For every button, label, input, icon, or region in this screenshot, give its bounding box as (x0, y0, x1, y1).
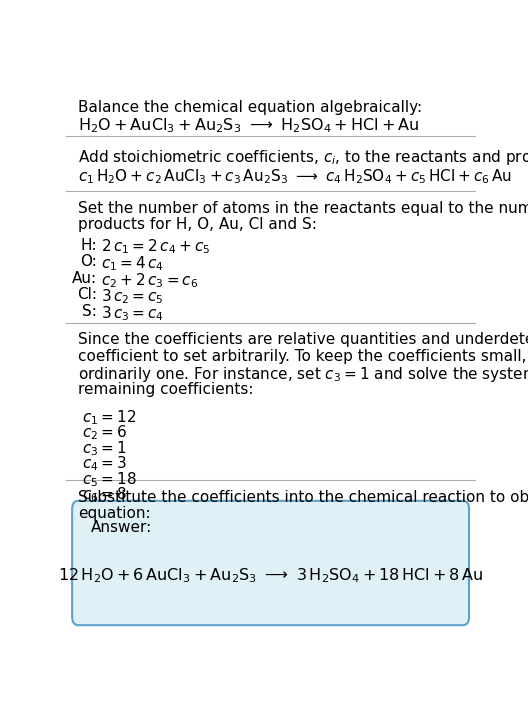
Text: $c_6 = 8$: $c_6 = 8$ (82, 485, 127, 504)
Text: $c_3 = 1$: $c_3 = 1$ (82, 439, 127, 457)
Text: Answer:: Answer: (91, 520, 152, 535)
Text: Since the coefficients are relative quantities and underdetermined, choose a: Since the coefficients are relative quan… (78, 332, 528, 348)
Text: coefficient to set arbitrarily. To keep the coefficients small, the arbitrary va: coefficient to set arbitrarily. To keep … (78, 349, 528, 364)
Text: Set the number of atoms in the reactants equal to the number of atoms in the: Set the number of atoms in the reactants… (78, 200, 528, 215)
Text: Add stoichiometric coefficients, $c_i$, to the reactants and products:: Add stoichiometric coefficients, $c_i$, … (78, 148, 528, 167)
Text: Au:: Au: (72, 271, 97, 286)
Text: Balance the chemical equation algebraically:: Balance the chemical equation algebraica… (78, 100, 422, 115)
Text: products for H, O, Au, Cl and S:: products for H, O, Au, Cl and S: (78, 217, 317, 232)
Text: O:: O: (80, 254, 97, 269)
Text: $c_1\,\mathrm{H_2O} + c_2\,\mathrm{AuCl_3} + c_3\,\mathrm{Au_2S_3}\ \longrightar: $c_1\,\mathrm{H_2O} + c_2\,\mathrm{AuCl_… (78, 167, 512, 186)
Text: $c_4 = 3$: $c_4 = 3$ (82, 454, 127, 473)
Text: $3\,c_3 = c_4$: $3\,c_3 = c_4$ (101, 304, 164, 322)
Text: ordinarily one. For instance, set $c_3 = 1$ and solve the system of equations fo: ordinarily one. For instance, set $c_3 =… (78, 365, 528, 384)
Text: $c_2 = 6$: $c_2 = 6$ (82, 424, 127, 442)
Text: $12\,\mathrm{H_2O} + 6\,\mathrm{AuCl_3} + \mathrm{Au_2S_3}\ \longrightarrow\ 3\,: $12\,\mathrm{H_2O} + 6\,\mathrm{AuCl_3} … (58, 567, 483, 585)
Text: remaining coefficients:: remaining coefficients: (78, 382, 254, 397)
Text: $c_2 + 2\,c_3 = c_6$: $c_2 + 2\,c_3 = c_6$ (101, 271, 198, 289)
Text: equation:: equation: (78, 506, 151, 521)
Text: $c_1 = 12$: $c_1 = 12$ (82, 408, 137, 426)
FancyBboxPatch shape (72, 501, 469, 625)
Text: H:: H: (80, 238, 97, 253)
Text: $2\,c_1 = 2\,c_4 + c_5$: $2\,c_1 = 2\,c_4 + c_5$ (101, 238, 210, 256)
Text: $3\,c_2 = c_5$: $3\,c_2 = c_5$ (101, 287, 164, 306)
Text: $c_5 = 18$: $c_5 = 18$ (82, 470, 137, 488)
Text: S:: S: (82, 304, 97, 319)
Text: Cl:: Cl: (77, 287, 97, 302)
Text: Substitute the coefficients into the chemical reaction to obtain the balanced: Substitute the coefficients into the che… (78, 490, 528, 505)
Text: $c_1 = 4\,c_4$: $c_1 = 4\,c_4$ (101, 254, 164, 273)
Text: $\mathrm{H_2O + AuCl_3 + Au_2S_3}\ \longrightarrow\ \mathrm{H_2SO_4 + HCl + Au}$: $\mathrm{H_2O + AuCl_3 + Au_2S_3}\ \long… (78, 116, 419, 135)
